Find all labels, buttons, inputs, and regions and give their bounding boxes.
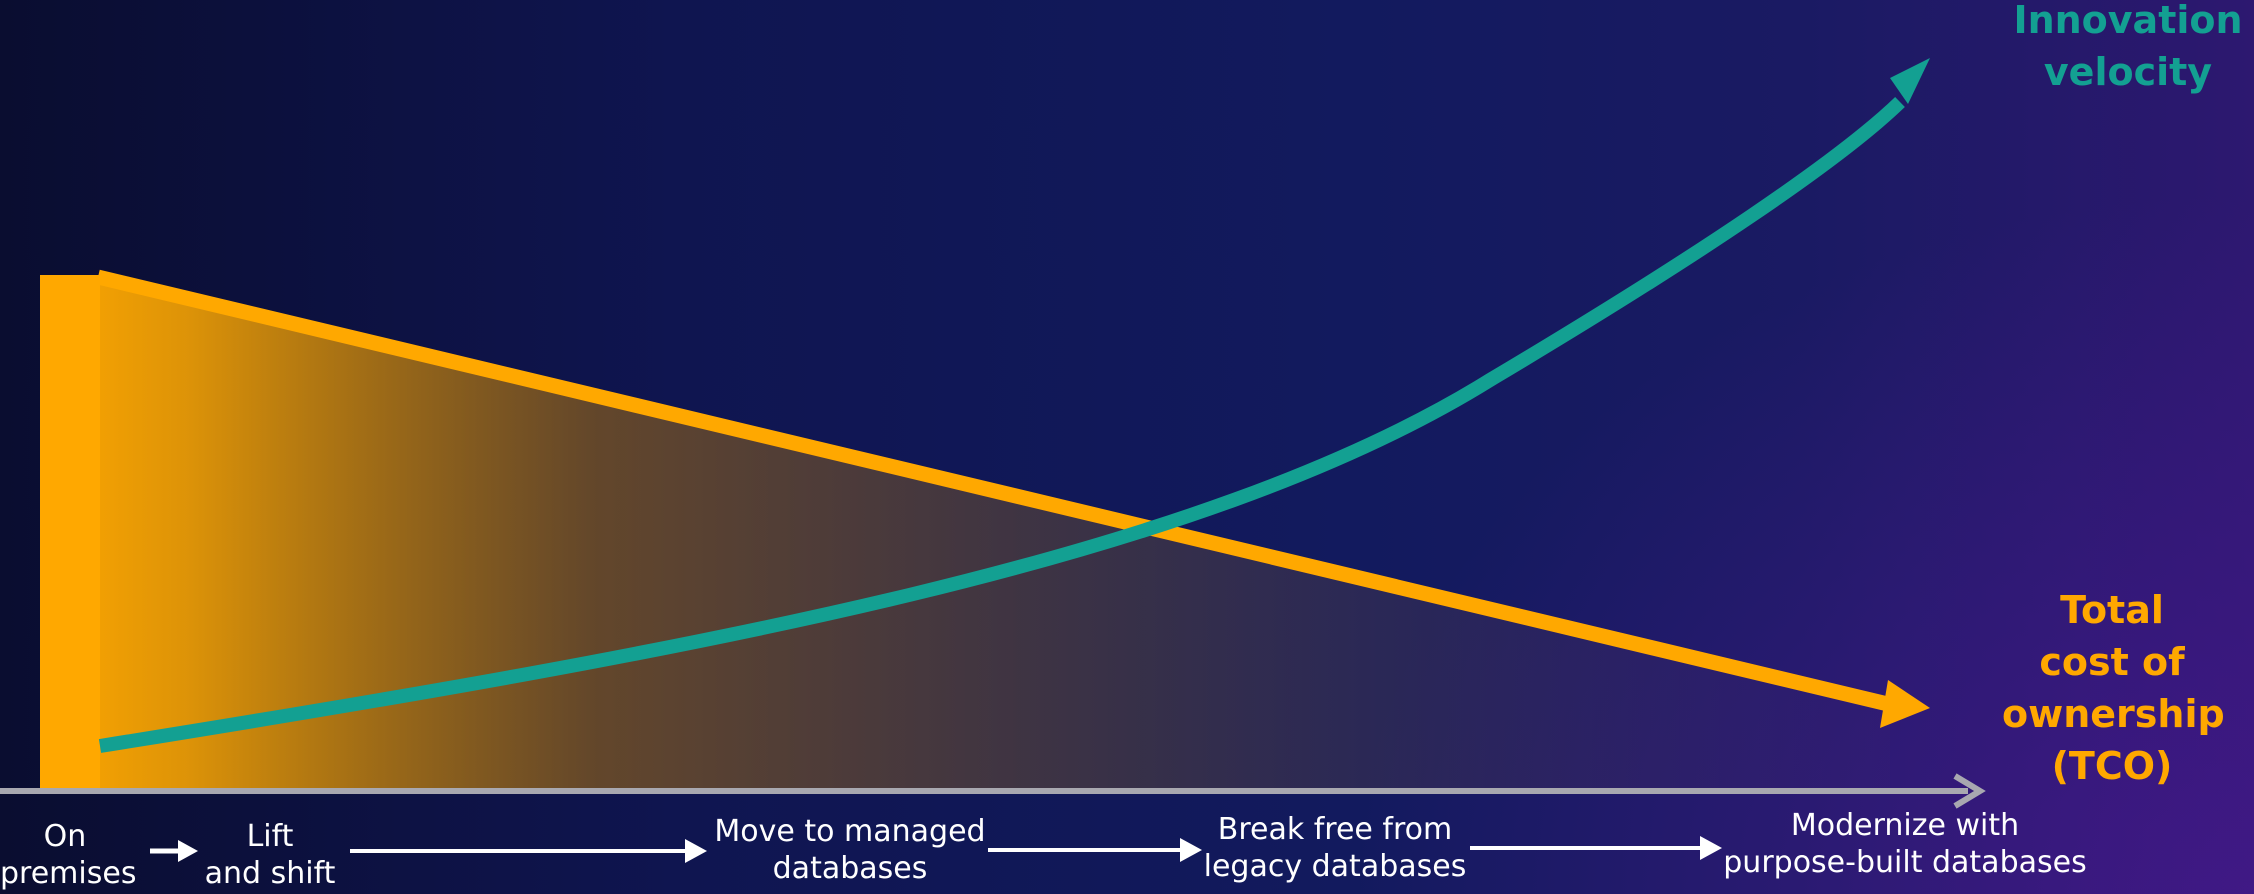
tco-label: Total cost of ownership (TCO) [2002, 588, 2225, 788]
innovation-velocity-label: Innovation velocity [2013, 0, 2243, 94]
arrow-icon [685, 839, 707, 863]
stage-managed-databases: Move to managed databases [714, 814, 986, 886]
velocity-arrowhead [1890, 58, 1930, 104]
stage-lift-and-shift: Lift and shift [204, 819, 336, 891]
tco-arrowhead [1880, 680, 1930, 728]
on-premises-block [40, 275, 100, 790]
tco-line [96, 269, 1894, 713]
arrow-icon [1180, 838, 1202, 862]
velocity-curve [98, 96, 1905, 753]
stage-purpose-built: Modernize with purpose-built databases [1723, 808, 2087, 880]
arrow-icon [178, 840, 198, 862]
stage-on-premises: On premises [0, 819, 137, 891]
arrow-icon [1700, 836, 1722, 860]
stage-break-free: Break free from legacy databases [1203, 812, 1467, 884]
time-axis-arrowhead [1953, 773, 1986, 809]
stage-arrows [150, 836, 1722, 863]
tco-area [40, 275, 1890, 790]
